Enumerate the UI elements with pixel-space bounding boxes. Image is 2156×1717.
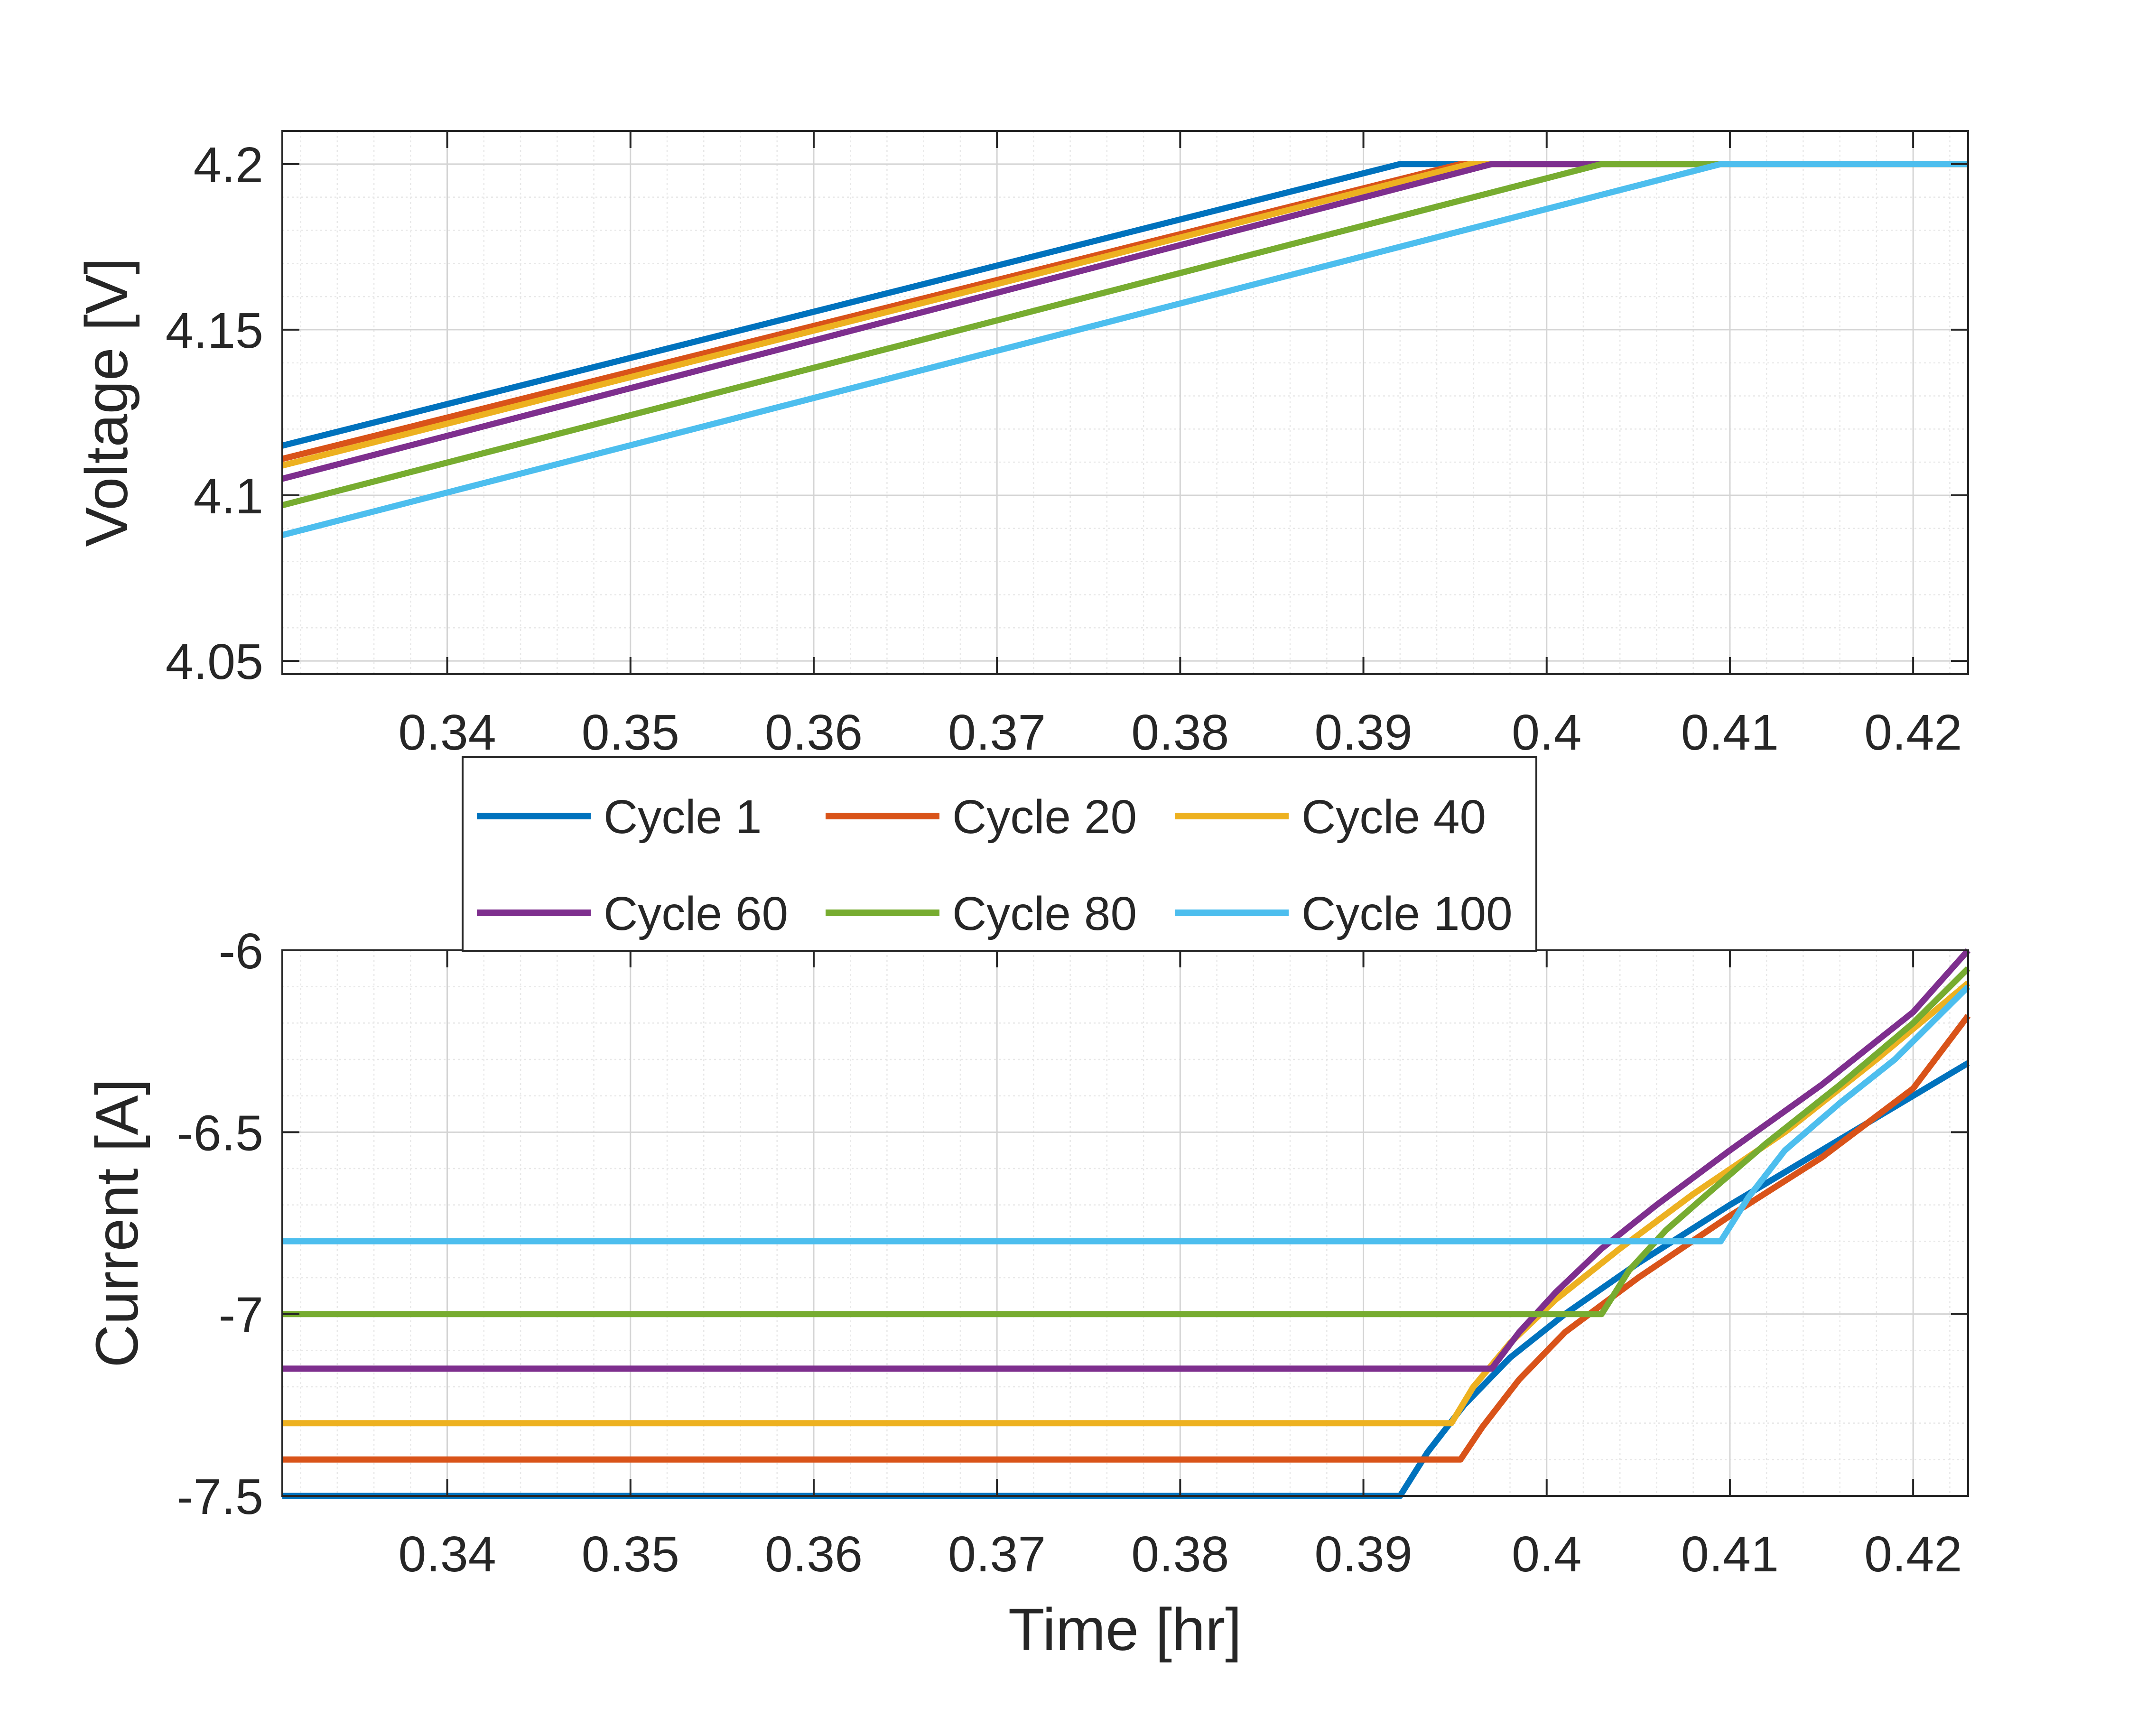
voltage-y-axis-label: Voltage [V] [73, 258, 140, 547]
legend-label-cycle-40: Cycle 40 [1301, 790, 1486, 844]
current-plot: 0.34 0.35 0.36 0.37 0.38 0.39 0.4 0.41 0.42 -7.5… [84, 923, 1971, 1663]
voltage-x-tick-label: 0.34 [398, 705, 496, 761]
voltage-y-tick-label: 4.1 [194, 468, 263, 524]
voltage-x-tick-label: 0.37 [948, 705, 1046, 761]
legend-label-cycle-80: Cycle 80 [952, 887, 1137, 940]
voltage-series-cycle-100 [281, 161, 1968, 538]
current-y-tick-label: -6 [219, 923, 263, 979]
voltage-y-tick-label: 4.2 [194, 137, 263, 193]
voltage-x-tick-label: 0.42 [1864, 705, 1962, 761]
voltage-x-tick-label: 0.4 [1512, 705, 1581, 761]
current-x-tick-label: 0.38 [1131, 1526, 1229, 1582]
legend-label-cycle-1: Cycle 1 [604, 790, 762, 844]
legend-label-cycle-20: Cycle 20 [952, 790, 1137, 844]
voltage-axes-box [281, 130, 1969, 675]
current-x-tick-label: 0.4 [1512, 1526, 1581, 1582]
legend-box [462, 756, 1537, 952]
current-x-tick-label: 0.37 [948, 1526, 1046, 1582]
current-plot-area [282, 950, 1968, 1496]
current-series-cycle-100 [282, 984, 1970, 1244]
current-series-cycle-20 [282, 1014, 1971, 1463]
current-x-tick-label: 0.42 [1864, 1526, 1962, 1582]
current-y-axis-label: Current [A] [84, 1078, 150, 1367]
current-series-group [282, 948, 1971, 1499]
voltage-x-tick-label: 0.41 [1681, 705, 1779, 761]
voltage-y-tick-labels: 4.05 4.1 4.15 4.2 [166, 137, 263, 690]
current-x-tick-label: 0.39 [1314, 1526, 1412, 1582]
voltage-x-tick-label: 0.36 [765, 705, 863, 761]
voltage-x-tick-label: 0.39 [1314, 705, 1412, 761]
current-x-tick-label: 0.34 [398, 1526, 496, 1582]
voltage-plot: 0.34 0.35 0.36 0.37 0.38 0.39 0.4 0.41 0.42 4.05… [73, 130, 1969, 761]
legend: Cycle 1 Cycle 20 Cycle 40 Cycle 60 Cycle… [462, 756, 1537, 952]
voltage-series-group [281, 161, 1968, 538]
current-x-axis-label: Time [hr] [1008, 1596, 1242, 1663]
legend-label-cycle-60: Cycle 60 [604, 887, 788, 940]
voltage-tick-marks [282, 131, 1968, 674]
current-y-tick-label: -7.5 [177, 1469, 263, 1525]
current-x-tick-label: 0.36 [765, 1526, 863, 1582]
voltage-major-grid [282, 131, 1968, 674]
voltage-y-tick-label: 4.15 [166, 303, 263, 359]
voltage-x-tick-label: 0.38 [1131, 705, 1229, 761]
current-x-tick-labels: 0.34 0.35 0.36 0.37 0.38 0.39 0.4 0.41 0.42 [398, 1526, 1962, 1582]
legend-label-cycle-100: Cycle 100 [1301, 887, 1513, 940]
current-y-tick-label: -6.5 [177, 1105, 263, 1161]
current-y-tick-label: -7 [219, 1287, 263, 1343]
voltage-y-tick-label: 4.05 [166, 634, 263, 690]
voltage-x-tick-label: 0.35 [582, 705, 679, 761]
current-x-tick-label: 0.41 [1681, 1526, 1779, 1582]
current-series-cycle-80 [282, 966, 1970, 1318]
current-y-tick-labels: -7.5 -7 -6.5 -6 [177, 923, 263, 1525]
current-series-cycle-60 [282, 948, 1970, 1372]
voltage-x-tick-labels: 0.34 0.35 0.36 0.37 0.38 0.39 0.4 0.41 0.42 [398, 705, 1962, 761]
current-x-tick-label: 0.35 [582, 1526, 679, 1582]
